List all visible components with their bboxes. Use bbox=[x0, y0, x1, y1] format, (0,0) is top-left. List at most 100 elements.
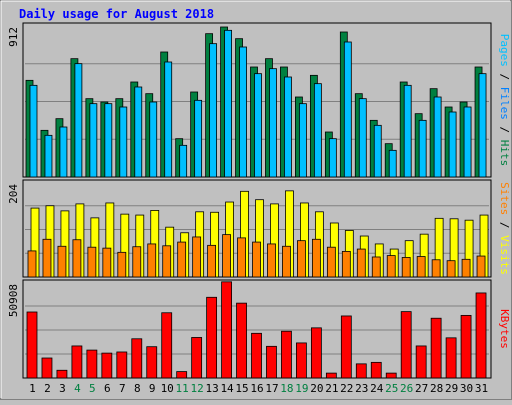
x-tick-label: 16 bbox=[250, 382, 263, 395]
bar-sites-day-8 bbox=[132, 246, 142, 278]
x-tick-label: 7 bbox=[119, 382, 126, 395]
bar-sites-day-2 bbox=[42, 238, 52, 278]
bar-pages-day-1 bbox=[29, 84, 38, 178]
bar-kbytes-day-25 bbox=[385, 372, 397, 379]
bar-kbytes-day-17 bbox=[266, 345, 277, 379]
bar-sites-day-10 bbox=[162, 245, 172, 278]
bar-sites-day-27 bbox=[416, 256, 426, 278]
y-axis-label-part: Hits bbox=[498, 140, 511, 167]
x-tick-label: 30 bbox=[460, 382, 473, 395]
x-tick-label: 26 bbox=[400, 382, 413, 395]
x-tick-label: 1 bbox=[29, 382, 36, 395]
bar-kbytes-day-28 bbox=[430, 317, 442, 379]
y-axis-label-part: / bbox=[498, 215, 511, 235]
bar-pages-day-11 bbox=[179, 144, 188, 178]
bar-kbytes-day-8 bbox=[131, 338, 143, 379]
bar-sites-day-17 bbox=[267, 243, 276, 278]
y-axis-label-part: / bbox=[498, 67, 511, 87]
bar-pages-day-23 bbox=[358, 98, 367, 178]
bar-sites-day-4 bbox=[72, 239, 82, 278]
bar-sites-day-12 bbox=[192, 236, 202, 278]
bar-sites-day-9 bbox=[147, 243, 157, 278]
x-tick-label: 14 bbox=[220, 382, 234, 395]
y-axis-label-part: KBytes bbox=[498, 309, 511, 349]
bar-pages-day-18 bbox=[284, 76, 292, 178]
bar-sites-day-19 bbox=[297, 240, 306, 278]
bar-kbytes-day-6 bbox=[101, 352, 113, 379]
x-tick-label: 19 bbox=[295, 382, 308, 395]
bar-pages-day-25 bbox=[388, 149, 397, 178]
bar-kbytes-day-31 bbox=[475, 292, 487, 379]
bar-pages-day-15 bbox=[239, 46, 247, 178]
bar-sites-day-28 bbox=[431, 259, 441, 278]
bar-pages-day-14 bbox=[224, 29, 232, 178]
bar-kbytes-day-3 bbox=[56, 369, 68, 379]
bar-kbytes-day-19 bbox=[296, 342, 307, 379]
bar-pages-day-22 bbox=[343, 41, 352, 178]
bar-sites-day-11 bbox=[177, 241, 187, 278]
x-tick-label: 2 bbox=[44, 382, 51, 395]
bar-kbytes-day-13 bbox=[206, 296, 218, 379]
bar-sites-day-23 bbox=[356, 248, 366, 278]
bar-sites-day-29 bbox=[446, 260, 456, 278]
y-axis-label-2: Sites / Visits bbox=[498, 182, 511, 275]
bar-pages-day-12 bbox=[194, 99, 203, 178]
bar-kbytes-day-22 bbox=[340, 315, 352, 379]
bar-kbytes-day-5 bbox=[86, 349, 98, 379]
bar-pages-day-6 bbox=[104, 103, 113, 178]
bar-sites-day-22 bbox=[341, 250, 351, 278]
bar-pages-day-4 bbox=[74, 63, 83, 178]
bar-sites-day-1 bbox=[27, 250, 37, 278]
bar-sites-day-5 bbox=[87, 246, 97, 278]
bar-kbytes-day-30 bbox=[460, 314, 472, 379]
x-tick-label: 5 bbox=[89, 382, 96, 395]
x-tick-label: 12 bbox=[191, 382, 204, 395]
x-tick-label: 11 bbox=[176, 382, 189, 395]
x-tick-label: 18 bbox=[280, 382, 293, 395]
y-max-tick-3: 50908 bbox=[7, 284, 20, 317]
x-tick-label: 23 bbox=[355, 382, 368, 395]
y-axis-label-3: KBytes bbox=[498, 309, 511, 349]
y-max-tick-2: 204 bbox=[7, 184, 20, 204]
y-axis-label-part: Sites bbox=[498, 182, 511, 215]
bar-pages-day-8 bbox=[134, 86, 143, 178]
bar-pages-day-24 bbox=[373, 124, 382, 178]
x-tick-label: 6 bbox=[104, 382, 111, 395]
bar-sites-day-14 bbox=[222, 234, 231, 278]
bar-sites-day-20 bbox=[311, 238, 321, 278]
bar-pages-day-7 bbox=[119, 106, 128, 178]
bar-pages-day-26 bbox=[403, 84, 412, 178]
bar-sites-day-3 bbox=[57, 245, 67, 278]
bar-kbytes-day-4 bbox=[71, 345, 83, 379]
y-axis-label-part: / bbox=[498, 120, 511, 140]
bar-pages-day-5 bbox=[89, 103, 98, 178]
bar-pages-day-2 bbox=[44, 134, 53, 178]
bar-sites-day-6 bbox=[102, 247, 112, 278]
bar-sites-day-13 bbox=[207, 244, 217, 278]
bar-kbytes-day-7 bbox=[116, 351, 128, 379]
bar-kbytes-day-20 bbox=[310, 327, 322, 379]
x-tick-label: 28 bbox=[430, 382, 443, 395]
bar-kbytes-day-2 bbox=[41, 357, 53, 379]
bar-kbytes-day-18 bbox=[281, 330, 292, 379]
x-tick-label: 8 bbox=[134, 382, 141, 395]
x-tick-label: 20 bbox=[310, 382, 323, 395]
bar-kbytes-day-29 bbox=[445, 337, 457, 379]
bar-sites-day-24 bbox=[371, 256, 381, 278]
x-tick-label: 27 bbox=[415, 382, 428, 395]
bar-pages-day-3 bbox=[59, 126, 68, 178]
x-tick-label: 29 bbox=[445, 382, 458, 395]
bar-kbytes-day-10 bbox=[161, 312, 173, 379]
x-tick-label: 31 bbox=[475, 382, 488, 395]
y-axis-label-part: Files bbox=[498, 87, 511, 120]
bar-sites-day-25 bbox=[386, 255, 396, 278]
bar-sites-day-21 bbox=[326, 246, 336, 278]
bar-kbytes-day-12 bbox=[191, 337, 203, 379]
bar-kbytes-day-9 bbox=[146, 346, 158, 379]
x-tick-label: 17 bbox=[265, 382, 278, 395]
bar-sites-day-16 bbox=[252, 241, 261, 278]
bar-sites-day-18 bbox=[282, 245, 291, 278]
bar-kbytes-day-27 bbox=[415, 345, 427, 379]
bar-kbytes-day-23 bbox=[355, 363, 367, 379]
